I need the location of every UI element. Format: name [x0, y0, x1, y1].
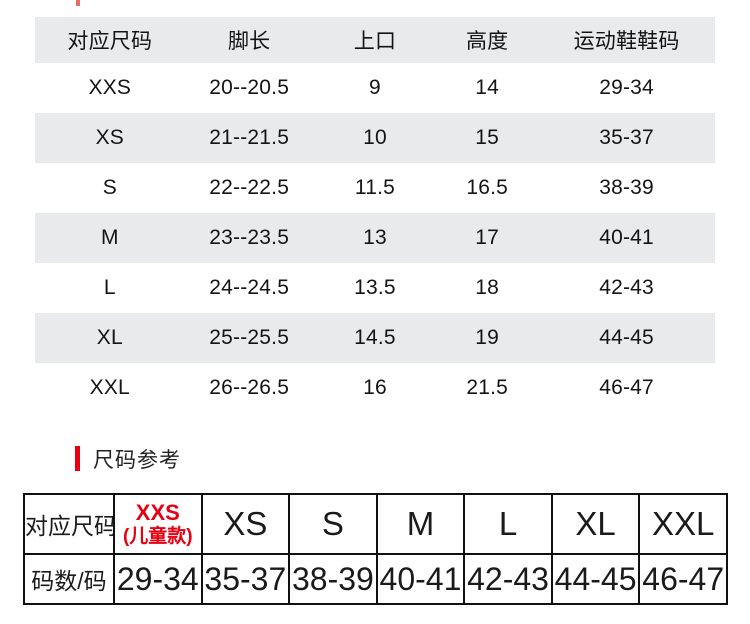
code-cell-38-39: 38-39 — [288, 553, 378, 605]
table-row-xs: XS 21--21.5 10 15 35-37 — [35, 113, 715, 163]
reference-cell-l: L — [463, 493, 553, 555]
cell-shoe-size: 46-47 — [599, 376, 654, 399]
cell-size: XXS — [88, 76, 132, 99]
reference-cell-xxs-kids: XXS (儿童款) — [113, 493, 203, 555]
reference-row2-label: 码数/码 — [23, 553, 115, 605]
reference-cell-xl: XL — [550, 493, 641, 555]
cell-shoe-size: 38-39 — [599, 176, 654, 199]
cell-top-opening: 9 — [369, 76, 381, 99]
cell-size: M — [100, 226, 119, 249]
cell-foot-length: 20--20.5 — [209, 76, 290, 99]
reference-cell-xs: XS — [200, 493, 291, 555]
reference-cell-s: S — [288, 493, 378, 555]
cell-shoe-size: 42-43 — [599, 276, 654, 299]
reference-size-row: 对应尺码 XXS (儿童款) XS S M L XL XXL — [23, 493, 728, 555]
cell-foot-length: 26--26.5 — [209, 376, 290, 399]
cell-top-opening: 11.5 — [354, 176, 396, 199]
cell-shoe-size: 29-34 — [599, 76, 654, 99]
column-header-shoe-size: 运动鞋鞋码 — [573, 30, 680, 53]
cell-height: 19 — [475, 326, 500, 349]
reference-cell-m: M — [375, 493, 466, 555]
cell-size: S — [102, 176, 117, 199]
cell-top-opening: 13.5 — [354, 276, 396, 299]
cell-height: 17 — [475, 226, 500, 249]
size-reference-table: 对应尺码 XXS (儿童款) XS S M L XL XXL 码数/码 29-3… — [23, 493, 728, 605]
column-header-height: 高度 — [465, 30, 509, 53]
cell-foot-length: 21--21.5 — [209, 126, 290, 149]
table-row-l: L 24--24.5 13.5 18 42-43 — [35, 263, 715, 313]
cell-foot-length: 25--25.5 — [209, 326, 290, 349]
cell-shoe-size: 40-41 — [599, 226, 654, 249]
cell-height: 18 — [475, 276, 500, 299]
cell-top-opening: 10 — [363, 126, 387, 149]
cell-shoe-size: 44-45 — [599, 326, 654, 349]
cell-foot-length: 23--23.5 — [209, 226, 290, 249]
cell-height: 21.5 — [466, 376, 509, 399]
code-cell-46-47: 46-47 — [638, 553, 728, 605]
size-spec-table: 对应尺码 脚长 上口 高度 运动鞋鞋码 XXS 20--20.5 9 14 29… — [35, 17, 715, 413]
code-cell-42-43: 42-43 — [463, 553, 553, 605]
cell-top-opening: 16 — [363, 376, 387, 399]
red-accent-bar — [75, 446, 80, 471]
code-cell-35-37: 35-37 — [200, 553, 291, 605]
red-artifact-mark — [76, 0, 80, 6]
cell-height: 14 — [475, 76, 500, 99]
table-row-m: M 23--23.5 13 17 40-41 — [35, 213, 715, 263]
column-header-top-opening: 上口 — [353, 30, 397, 53]
column-header-size: 对应尺码 — [67, 30, 153, 53]
xxs-kids-note: (儿童款) — [122, 525, 193, 547]
reference-code-row: 码数/码 29-34 35-37 38-39 40-41 42-43 44-45… — [23, 553, 728, 605]
table-row-xl: XL 25--25.5 14.5 19 44-45 — [35, 313, 715, 363]
cell-foot-length: 24--24.5 — [209, 276, 290, 299]
code-cell-29-34: 29-34 — [113, 553, 203, 605]
column-header-foot-length: 脚长 — [227, 30, 271, 53]
cell-size: XL — [96, 326, 123, 349]
cell-top-opening: 13 — [363, 226, 387, 249]
cell-foot-length: 22--22.5 — [209, 176, 290, 199]
cell-height: 15 — [475, 126, 500, 149]
table-row-xxl: XXL 26--26.5 16 21.5 46-47 — [35, 363, 715, 413]
reference-row1-label: 对应尺码 — [23, 493, 115, 555]
code-cell-40-41: 40-41 — [375, 553, 466, 605]
cell-size: XXL — [89, 376, 130, 399]
section-title: 尺码参考 — [93, 448, 181, 472]
table-row-s: S 22--22.5 11.5 16.5 38-39 — [35, 163, 715, 213]
cell-size: XS — [95, 126, 124, 149]
table-row-xxs: XXS 20--20.5 9 14 29-34 — [35, 63, 715, 113]
cell-shoe-size: 35-37 — [599, 126, 654, 149]
cell-top-opening: 14.5 — [354, 326, 396, 349]
cell-height: 16.5 — [466, 176, 509, 199]
code-cell-44-45: 44-45 — [550, 553, 641, 605]
size-spec-header-row: 对应尺码 脚长 上口 高度 运动鞋鞋码 — [35, 17, 715, 63]
section-heading: 尺码参考 — [75, 445, 181, 472]
cell-size: L — [103, 276, 116, 299]
xxs-label: XXS — [135, 500, 180, 526]
reference-cell-xxl: XXL — [638, 493, 728, 555]
